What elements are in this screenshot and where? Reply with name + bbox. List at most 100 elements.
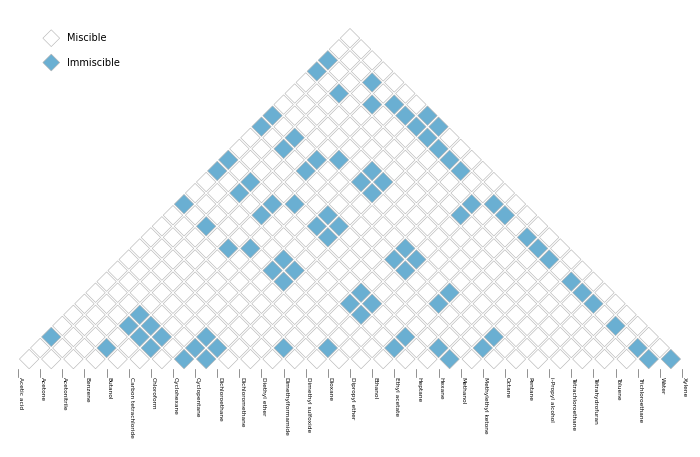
Polygon shape bbox=[318, 338, 337, 358]
Polygon shape bbox=[384, 294, 404, 314]
Polygon shape bbox=[108, 283, 127, 303]
Polygon shape bbox=[606, 338, 625, 358]
Polygon shape bbox=[484, 172, 503, 192]
Polygon shape bbox=[517, 316, 537, 335]
Polygon shape bbox=[340, 272, 360, 292]
Polygon shape bbox=[197, 217, 216, 236]
Text: Methanol: Methanol bbox=[461, 377, 466, 404]
Polygon shape bbox=[174, 283, 194, 303]
Polygon shape bbox=[218, 150, 238, 170]
Text: Ethanol: Ethanol bbox=[372, 377, 377, 399]
Polygon shape bbox=[451, 338, 470, 358]
Polygon shape bbox=[296, 338, 316, 358]
Polygon shape bbox=[418, 172, 438, 192]
Polygon shape bbox=[573, 283, 592, 303]
Polygon shape bbox=[86, 283, 105, 303]
Polygon shape bbox=[296, 250, 316, 269]
Polygon shape bbox=[506, 305, 526, 324]
Polygon shape bbox=[550, 305, 570, 324]
Polygon shape bbox=[407, 206, 426, 225]
Polygon shape bbox=[75, 316, 94, 335]
Polygon shape bbox=[374, 327, 393, 347]
Polygon shape bbox=[363, 51, 382, 70]
Text: Heptane: Heptane bbox=[416, 377, 421, 403]
Polygon shape bbox=[318, 161, 337, 181]
Polygon shape bbox=[52, 338, 72, 358]
Polygon shape bbox=[318, 250, 337, 269]
Polygon shape bbox=[329, 261, 349, 280]
Polygon shape bbox=[418, 194, 438, 214]
Polygon shape bbox=[163, 228, 183, 247]
Polygon shape bbox=[395, 106, 415, 125]
Polygon shape bbox=[340, 73, 360, 92]
Polygon shape bbox=[307, 217, 326, 236]
Polygon shape bbox=[318, 117, 337, 137]
Polygon shape bbox=[329, 349, 349, 369]
Polygon shape bbox=[550, 327, 570, 347]
Polygon shape bbox=[152, 305, 172, 324]
Polygon shape bbox=[130, 239, 150, 258]
Polygon shape bbox=[241, 305, 260, 324]
Polygon shape bbox=[351, 106, 371, 125]
Polygon shape bbox=[230, 250, 249, 269]
Polygon shape bbox=[340, 117, 360, 137]
Polygon shape bbox=[451, 183, 470, 203]
Polygon shape bbox=[528, 327, 548, 347]
Polygon shape bbox=[307, 62, 326, 81]
Polygon shape bbox=[186, 316, 205, 335]
Polygon shape bbox=[218, 349, 238, 369]
Polygon shape bbox=[241, 194, 260, 214]
Polygon shape bbox=[97, 316, 116, 335]
Polygon shape bbox=[606, 316, 625, 335]
Polygon shape bbox=[561, 272, 581, 292]
Polygon shape bbox=[252, 338, 271, 358]
Polygon shape bbox=[329, 172, 349, 192]
Polygon shape bbox=[351, 217, 371, 236]
Polygon shape bbox=[407, 316, 426, 335]
Polygon shape bbox=[141, 294, 160, 314]
Polygon shape bbox=[108, 305, 127, 324]
Polygon shape bbox=[407, 250, 426, 269]
Polygon shape bbox=[451, 316, 470, 335]
Text: Trichloroethane: Trichloroethane bbox=[638, 377, 643, 422]
Polygon shape bbox=[473, 183, 493, 203]
Polygon shape bbox=[374, 84, 393, 103]
Polygon shape bbox=[285, 217, 304, 236]
Polygon shape bbox=[351, 150, 371, 170]
Polygon shape bbox=[218, 217, 238, 236]
Polygon shape bbox=[186, 250, 205, 269]
Polygon shape bbox=[174, 239, 194, 258]
Polygon shape bbox=[262, 217, 282, 236]
Polygon shape bbox=[374, 239, 393, 258]
Text: Chloroform: Chloroform bbox=[150, 377, 156, 410]
Polygon shape bbox=[197, 172, 216, 192]
Polygon shape bbox=[440, 194, 459, 214]
Polygon shape bbox=[363, 183, 382, 203]
Polygon shape bbox=[340, 250, 360, 269]
Polygon shape bbox=[207, 294, 227, 314]
Polygon shape bbox=[252, 117, 271, 137]
Polygon shape bbox=[262, 261, 282, 280]
Polygon shape bbox=[418, 150, 438, 170]
Polygon shape bbox=[262, 239, 282, 258]
Polygon shape bbox=[307, 327, 326, 347]
Polygon shape bbox=[407, 183, 426, 203]
Polygon shape bbox=[384, 250, 404, 269]
Text: Hexane: Hexane bbox=[438, 377, 444, 400]
Polygon shape bbox=[384, 338, 404, 358]
Polygon shape bbox=[252, 294, 271, 314]
Polygon shape bbox=[230, 139, 249, 159]
Polygon shape bbox=[252, 316, 271, 335]
Polygon shape bbox=[495, 272, 514, 292]
Polygon shape bbox=[573, 261, 592, 280]
Polygon shape bbox=[506, 349, 526, 369]
Polygon shape bbox=[296, 95, 316, 114]
Polygon shape bbox=[462, 261, 482, 280]
Polygon shape bbox=[20, 349, 39, 369]
Polygon shape bbox=[639, 327, 659, 347]
Polygon shape bbox=[241, 349, 260, 369]
Polygon shape bbox=[528, 283, 548, 303]
Polygon shape bbox=[174, 261, 194, 280]
Text: Octane: Octane bbox=[505, 377, 510, 399]
Polygon shape bbox=[340, 95, 360, 114]
